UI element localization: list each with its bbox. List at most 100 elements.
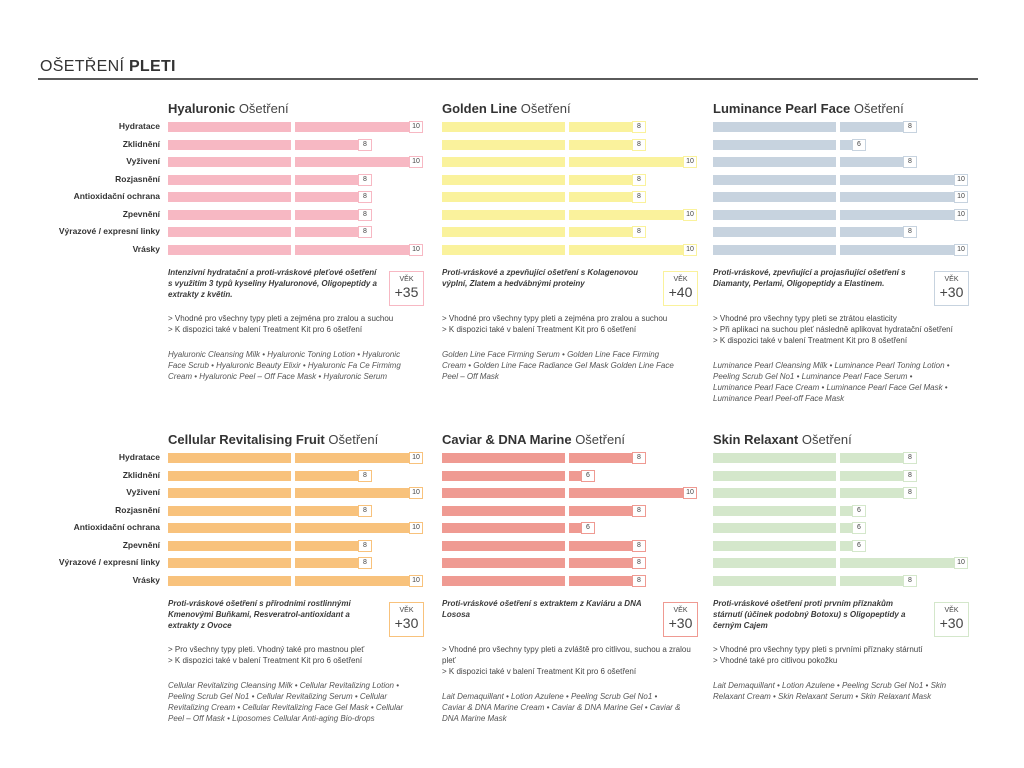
score-value: 6 xyxy=(852,138,866,151)
row-labels-top: Hydratace Zklidnění Vyživení Rozjasnění Anti… xyxy=(20,118,160,258)
card-title: Luminance Pearl Face Ošetření xyxy=(713,100,969,118)
score-bar-segment xyxy=(713,540,836,551)
score-bar-segment xyxy=(569,209,696,220)
score-row: 8 xyxy=(168,189,424,207)
score-bars: 8 6 10 8 6 8 8 8 xyxy=(442,450,698,590)
score-value: 10 xyxy=(683,487,697,499)
age-value: +30 xyxy=(939,284,964,300)
score-bar-segment xyxy=(168,209,291,220)
treatment-description: Proti-vráskové ošetření proti prvním pří… xyxy=(713,599,906,630)
score-bar-segment xyxy=(713,174,836,185)
score-bar-segment xyxy=(840,488,916,498)
score-value: 6 xyxy=(581,469,595,482)
description-block: Proti-vráskové, zpevňující a projasňujíc… xyxy=(713,267,969,307)
score-bar-segment xyxy=(713,227,836,237)
score-value: 8 xyxy=(358,226,372,238)
score-row: 8 xyxy=(442,573,698,591)
treatment-description: Intenzivní hydratační a proti-vráskové p… xyxy=(168,268,377,299)
score-value: 10 xyxy=(683,208,697,221)
score-value: 8 xyxy=(358,557,372,569)
treatment-description: Proti-vráskové ošetření s extraktem z Ka… xyxy=(442,599,642,619)
note-line: > Vhodné pro všechny typy pleti a zejmén… xyxy=(442,314,668,323)
score-row: 8 xyxy=(168,468,424,486)
score-bar-segment xyxy=(442,540,565,551)
page-title: OŠETŘENÍ PLETI xyxy=(40,58,176,76)
score-bar-segment xyxy=(442,505,565,516)
score-bar-segment xyxy=(442,174,565,185)
age-label: VĚK xyxy=(944,276,959,283)
title-divider xyxy=(38,78,978,80)
score-bar-segment xyxy=(295,157,422,167)
page-title-light: OŠETŘENÍ xyxy=(40,58,125,75)
score-bar-segment xyxy=(295,209,371,220)
score-value: 8 xyxy=(632,539,646,552)
note-line: > Při aplikaci na suchou pleť následně a… xyxy=(713,325,953,334)
score-row: 8 xyxy=(168,207,424,225)
score-bar-segment xyxy=(168,558,291,568)
score-bar-segment xyxy=(442,227,565,237)
score-row: 8 xyxy=(713,468,969,486)
score-value: 8 xyxy=(358,138,372,151)
score-row: 6 xyxy=(442,468,698,486)
score-bar-segment xyxy=(295,174,371,185)
score-bar-segment xyxy=(295,227,371,237)
score-bar-segment xyxy=(168,139,291,150)
score-bar-segment xyxy=(713,453,836,463)
score-value: 10 xyxy=(954,243,968,256)
score-value: 10 xyxy=(954,173,968,186)
row-label: Zpevnění xyxy=(122,208,160,219)
row-label: Rozjasnění xyxy=(115,504,160,515)
score-row: 10 xyxy=(713,172,969,190)
note-line: > K dispozici také v balení Treatment Ki… xyxy=(442,325,637,334)
treatment-description: Proti-vráskové ošetření s přírodními ros… xyxy=(168,599,351,630)
score-bar-segment xyxy=(840,227,916,237)
score-bar-segment xyxy=(713,192,836,202)
score-row: 6 xyxy=(442,520,698,538)
description-block: Intenzivní hydratační a proti-vráskové p… xyxy=(168,267,424,307)
score-row: 8 xyxy=(713,485,969,503)
score-bar-segment xyxy=(442,453,565,463)
score-bar-segment xyxy=(442,192,565,202)
description-block: Proti-vráskové ošetření s přírodními ros… xyxy=(168,598,424,638)
row-label: Zpevnění xyxy=(122,539,160,550)
score-bar-segment xyxy=(442,122,565,132)
note-line: > K dispozici také v balení Treatment Ki… xyxy=(168,325,363,334)
product-list: Golden Line Face Firming Serum • Golden … xyxy=(442,350,674,381)
score-row: 8 xyxy=(168,538,424,556)
score-row: 8 xyxy=(442,172,698,190)
score-row: 8 xyxy=(713,573,969,591)
score-value: 8 xyxy=(903,121,917,133)
age-value: +35 xyxy=(394,284,419,300)
score-value: 10 xyxy=(409,452,423,464)
score-bar-segment xyxy=(442,575,565,586)
card-title: Cellular Revitalising Fruit Ošetření xyxy=(168,431,424,449)
score-bar-segment xyxy=(713,470,836,481)
score-row: 8 xyxy=(442,503,698,521)
score-row: 10 xyxy=(168,154,424,172)
product-list: Lait Demaquillant • Lotion Azulene • Pee… xyxy=(442,692,681,723)
age-badge: VĚK +30 xyxy=(389,602,424,637)
note-line: > K dispozici také v balení Treatment Ki… xyxy=(168,656,363,665)
score-bar-segment xyxy=(569,122,645,132)
score-bar-segment xyxy=(713,139,836,150)
score-row: 8 xyxy=(713,450,969,468)
score-bar-segment xyxy=(840,575,916,586)
score-value: 10 xyxy=(954,191,968,203)
row-label: Výrazové / expresní linky xyxy=(58,226,160,236)
score-value: 8 xyxy=(632,138,646,151)
score-row: 10 xyxy=(713,555,969,573)
suitability-notes: > Vhodné pro všechny typy pleti a zvlášt… xyxy=(442,644,698,677)
treatment-suffix: Ošetření xyxy=(328,432,379,447)
age-value: +30 xyxy=(394,615,419,631)
score-bar-segment xyxy=(168,192,291,202)
score-row: 8 xyxy=(168,137,424,155)
score-bar-segment xyxy=(442,558,565,568)
treatment-name: Luminance Pearl Face xyxy=(713,101,851,116)
note-line: > Vhodné pro všechny typy pleti se ztrát… xyxy=(713,314,897,323)
row-label: Rozjasnění xyxy=(115,173,160,184)
score-bar-segment xyxy=(569,192,645,202)
score-bar-segment xyxy=(840,192,967,202)
row-label: Antioxidační ochrana xyxy=(73,191,160,201)
score-value: 8 xyxy=(632,557,646,569)
score-row: 6 xyxy=(713,538,969,556)
